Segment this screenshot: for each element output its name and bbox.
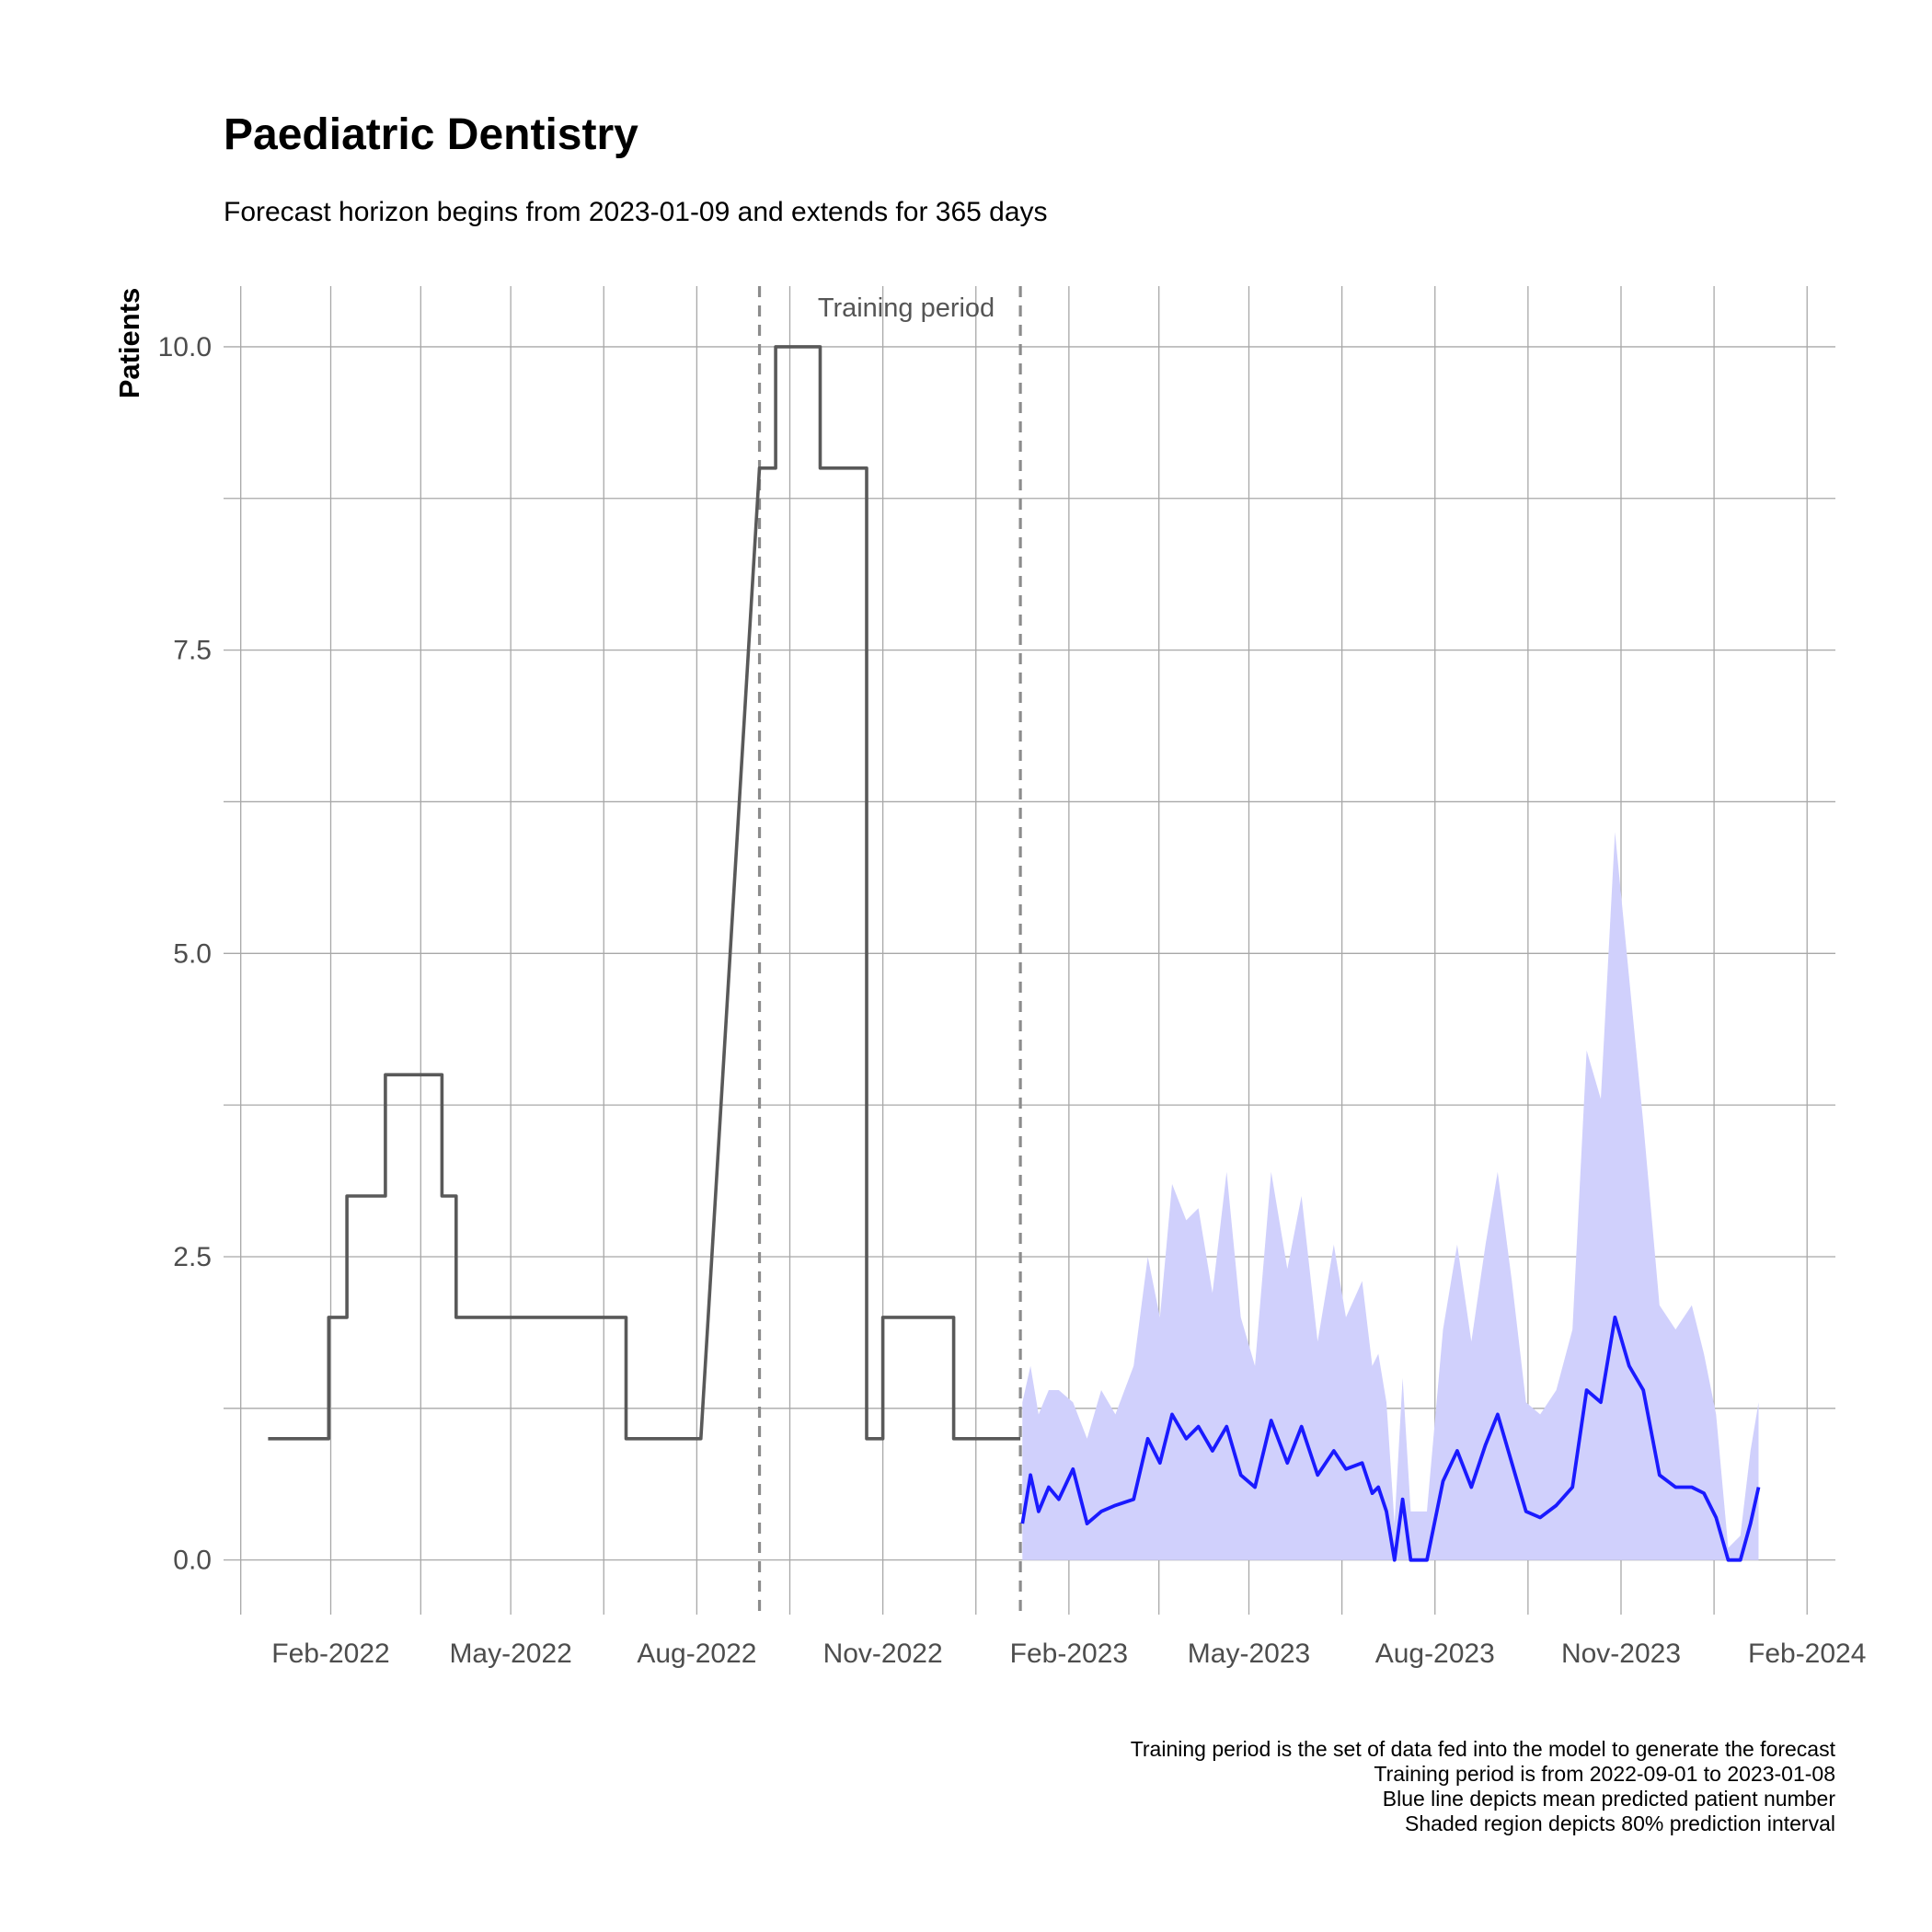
y-tick-label: 7.5	[173, 636, 212, 666]
caption-line-2: Training period is from 2022-09-01 to 20…	[1374, 1762, 1835, 1786]
prediction-interval-layer	[1022, 832, 1759, 1560]
chart-title: Paediatric Dentistry	[224, 110, 638, 159]
prediction-interval-band	[1022, 832, 1759, 1560]
y-tick-label: 0.0	[173, 1546, 212, 1576]
y-tick-label: 2.5	[173, 1242, 212, 1272]
training-period-label: Training period	[818, 293, 995, 323]
y-tick-label: 5.0	[173, 938, 212, 969]
chart-subtitle: Forecast horizon begins from 2023-01-09 …	[224, 197, 1048, 227]
y-axis-label: Patients	[113, 288, 145, 399]
observed-line	[268, 345, 1021, 1441]
y-tick-labels: 0.0 2.5 5.0 7.5 10.0	[158, 332, 212, 1576]
x-tick-label: Feb-2024	[1748, 1639, 1866, 1669]
x-tick-label: Nov-2023	[1561, 1639, 1681, 1669]
x-tick-label: Aug-2022	[637, 1639, 756, 1669]
series-lines	[268, 345, 1761, 1562]
caption-line-3: Blue line depicts mean predicted patient…	[1383, 1787, 1836, 1811]
forecast-line	[1020, 1316, 1761, 1562]
gridlines	[224, 286, 1835, 1615]
caption-line-1: Training period is the set of data fed i…	[1131, 1737, 1836, 1761]
x-tick-label: Nov-2022	[823, 1639, 943, 1669]
x-tick-label: Feb-2022	[271, 1639, 389, 1669]
caption-line-4: Shaded region depicts 80% prediction int…	[1405, 1811, 1835, 1835]
x-tick-label: Feb-2023	[1010, 1639, 1128, 1669]
caption: Training period is the set of data fed i…	[1131, 1737, 1836, 1835]
x-tick-label: May-2022	[449, 1639, 571, 1669]
training-period-markers	[757, 286, 1022, 1615]
x-tick-label: Aug-2023	[1375, 1639, 1495, 1669]
x-tick-labels: Feb-2022 May-2022 Aug-2022 Nov-2022 Feb-2023…	[271, 1639, 1866, 1669]
x-tick-label: May-2023	[1188, 1639, 1310, 1669]
y-tick-label: 10.0	[158, 332, 212, 362]
